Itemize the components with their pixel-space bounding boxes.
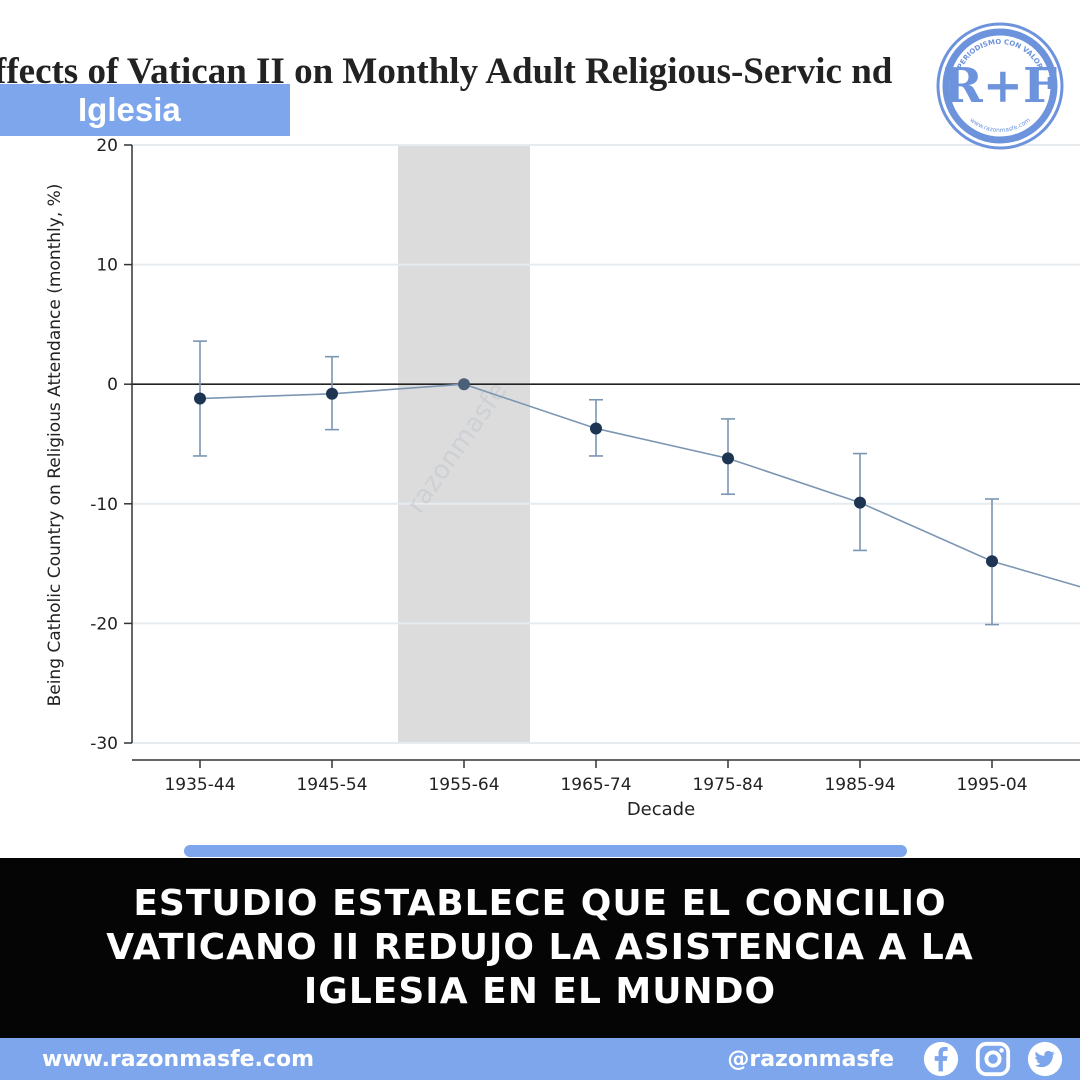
headline-box: ESTUDIO ESTABLECE QUE EL CONCILIO VATICA… [0,858,1080,1038]
data-point [722,452,734,465]
x-tick-label: 1995-04 [956,775,1027,795]
y-tick-label: -10 [90,495,118,515]
chart-area: ffects of Vatican II on Monthly Adult Re… [0,51,1080,820]
y-axis-title: Being Catholic Country on Religious Atte… [45,184,65,707]
headline: ESTUDIO ESTABLECE QUE EL CONCILIO VATICA… [106,883,974,1012]
y-tick-label: 20 [96,136,118,156]
line-chart: 20 10 0 -10 -20 -30 1935-44 1945-54 1955-64 1965-… [45,136,1080,820]
category-tag[interactable]: Iglesia [0,84,290,136]
data-point [590,422,602,435]
x-tick-label: 1945-54 [296,775,367,795]
x-tick-label: 1985-94 [824,775,895,795]
data-point [194,392,206,405]
y-tick-label: -20 [90,614,118,634]
shaded-band [398,145,530,743]
facebook-icon[interactable] [922,1040,960,1078]
x-tick-label: 1935-44 [164,775,235,795]
y-tick-label: -30 [90,734,118,754]
x-axis-title: Decade [627,799,695,820]
instagram-icon[interactable] [974,1040,1012,1078]
brand-logo: PERIODISMO CON VALOR www.razonmasfe.com … [936,22,1064,150]
data-point [326,387,338,400]
data-point [854,496,866,509]
footer: www.razonmasfe.com @razonmasfe [0,1038,1080,1080]
x-tick-label: 1955-64 [428,775,499,795]
logo-initials: R+F [943,58,1057,114]
x-tick-label: 1975-84 [692,775,763,795]
data-point [986,555,998,568]
series-line [199,383,1080,588]
accent-bar [184,845,907,857]
data-point [458,378,470,391]
y-tick-label: 0 [107,375,118,395]
website-link[interactable]: www.razonmasfe.com [42,1046,314,1072]
social-handle[interactable]: @razonmasfe [727,1046,894,1072]
y-tick-label: 10 [96,256,118,276]
twitter-icon[interactable] [1026,1040,1064,1078]
x-tick-label: 1965-74 [560,775,631,795]
